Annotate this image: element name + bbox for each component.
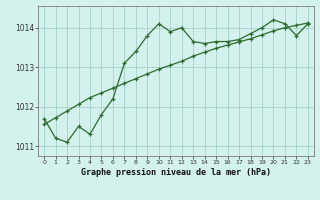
X-axis label: Graphe pression niveau de la mer (hPa): Graphe pression niveau de la mer (hPa) [81, 168, 271, 177]
